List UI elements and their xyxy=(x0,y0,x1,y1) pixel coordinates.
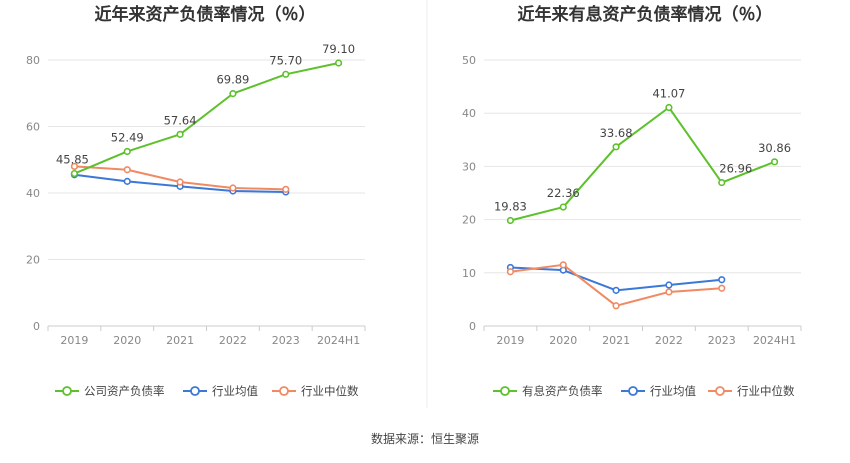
chart2-data-point xyxy=(770,158,779,166)
chart1-data-point xyxy=(282,185,290,193)
chart2-data-point xyxy=(612,302,620,310)
chart1-data-point xyxy=(176,178,184,186)
chart1-x-tick-label: 2024H1 xyxy=(317,334,360,347)
chart1-data-point xyxy=(123,177,131,185)
chart2-y-tick-label: 20 xyxy=(462,214,476,227)
chart1-data-point xyxy=(229,184,237,192)
chart1-data-label: 52.49 xyxy=(111,130,144,144)
chart1-data-point xyxy=(70,162,79,170)
chart2-y-tick-label: 10 xyxy=(462,267,476,280)
chart1-y-tick-label: 40 xyxy=(26,187,40,200)
chart2-data-label: 33.68 xyxy=(600,126,633,140)
chart2-legend-marker xyxy=(715,386,725,396)
chart1-y-tick-label: 80 xyxy=(26,54,40,67)
chart1-legend-marker xyxy=(190,386,200,396)
chart1-x-tick-label: 2020 xyxy=(113,334,141,347)
chart2-x-tick-label: 2019 xyxy=(496,334,524,347)
chart2-y-tick-label: 0 xyxy=(469,320,476,333)
chart1-series-line-0 xyxy=(74,62,339,175)
chart2-data-point xyxy=(559,261,567,269)
chart1-data-label: 57.64 xyxy=(164,113,197,127)
chart2-data-point xyxy=(506,216,515,225)
chart2-legend-marker xyxy=(628,386,638,396)
chart2-data-point xyxy=(559,203,567,211)
chart2-legend-label: 有息资产负债率 xyxy=(522,384,603,398)
chart2-legend-label: 行业中位数 xyxy=(737,384,795,398)
chart1-data-point xyxy=(123,147,131,156)
chart2-legend-marker xyxy=(500,386,510,396)
chart2-data-point xyxy=(718,284,726,292)
chart2-data-point xyxy=(506,268,515,276)
chart2-y-tick-label: 30 xyxy=(462,160,476,173)
chart1-data-point xyxy=(70,169,79,178)
chart1-x-tick-label: 2022 xyxy=(219,334,247,347)
chart2-data-label: 30.86 xyxy=(758,141,791,155)
chart1-data-point xyxy=(123,166,131,174)
data-source-text: 数据来源：恒生聚源 xyxy=(371,431,479,446)
chart2-y-tick-label: 50 xyxy=(462,54,476,67)
chart2-x-tick-label: 2024H1 xyxy=(753,334,796,347)
chart1-legend-marker xyxy=(62,386,72,396)
chart2-data-label: 19.83 xyxy=(494,200,527,214)
chart1-x-tick-label: 2019 xyxy=(60,334,88,347)
chart1-legend-label: 行业中位数 xyxy=(301,384,359,398)
chart2-series-line-2 xyxy=(510,263,722,307)
chart2-data-label: 41.07 xyxy=(652,87,685,101)
chart2-data-point xyxy=(612,286,620,294)
chart1-x-tick-label: 2021 xyxy=(166,334,194,347)
chart2-data-point xyxy=(612,143,620,151)
chart2-series-line-0 xyxy=(510,106,775,222)
chart1-legend-marker xyxy=(279,386,289,396)
chart2-data-point xyxy=(665,288,673,296)
chart2-data-point xyxy=(665,281,673,289)
chart2-x-tick-label: 2021 xyxy=(602,334,630,347)
chart1-y-tick-label: 0 xyxy=(33,320,40,333)
chart2-data-label: 26.96 xyxy=(719,162,752,176)
chart1-x-tick-label: 2023 xyxy=(272,334,300,347)
chart2-data-point xyxy=(665,103,673,112)
chart1-data-label: 75.70 xyxy=(269,53,302,67)
chart2-x-tick-label: 2022 xyxy=(655,334,683,347)
chart2-x-tick-label: 2020 xyxy=(549,334,577,347)
chart2-y-tick-label: 40 xyxy=(462,107,476,120)
chart2-data-point xyxy=(718,276,726,284)
chart2-legend-label: 行业均值 xyxy=(650,384,696,398)
chart2-data-label: 22.36 xyxy=(547,186,580,200)
chart1-data-point xyxy=(334,59,343,67)
chart1-y-tick-label: 60 xyxy=(26,121,40,134)
chart1-data-label: 79.10 xyxy=(322,42,355,56)
chart1-data-label: 45.85 xyxy=(56,153,89,167)
chart2-data-point xyxy=(718,178,726,187)
chart1-data-point xyxy=(229,90,237,98)
chart1-title: 近年来资产负债率情况（％） xyxy=(95,4,316,25)
chart1-data-point xyxy=(282,70,290,78)
chart2-title: 近年来有息资产负债率情况（％） xyxy=(518,4,773,25)
chart1-legend-label: 公司资产负债率 xyxy=(84,384,165,398)
chart1-data-label: 69.89 xyxy=(216,73,249,87)
chart1-data-point xyxy=(176,130,184,138)
chart1-y-tick-label: 20 xyxy=(26,254,40,267)
chart2-x-tick-label: 2023 xyxy=(708,334,736,347)
chart1-legend-label: 行业均值 xyxy=(212,384,258,398)
